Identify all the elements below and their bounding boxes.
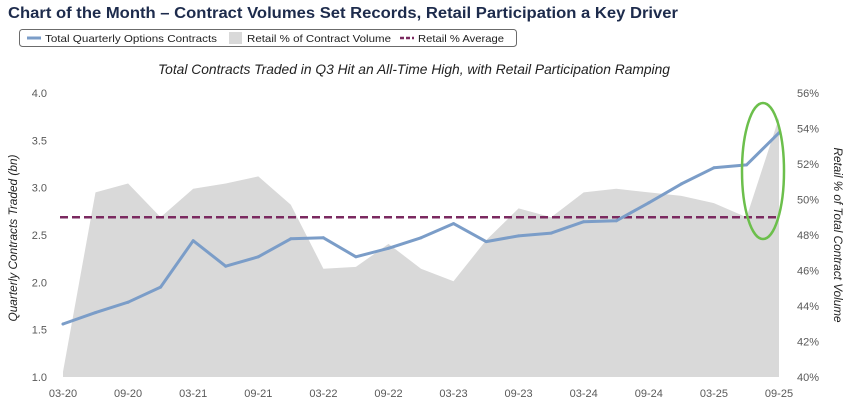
- right-axis-tick-label: 48%: [797, 230, 819, 242]
- right-axis-tick-label: 42%: [797, 337, 819, 349]
- left-axis-title: Quarterly Contracts Traded (bn): [6, 154, 20, 321]
- left-axis-tick-label: 1.5: [32, 325, 47, 337]
- x-axis-tick-label: 03-24: [570, 388, 598, 400]
- legend: Total Quarterly Options Contracts Retail…: [19, 29, 517, 47]
- left-axis-tick-label: 1.0: [32, 372, 47, 384]
- contracts-point: [745, 163, 748, 167]
- highlight-ellipse: [740, 101, 786, 241]
- contracts-point: [224, 264, 228, 268]
- x-axis-tick-label: 09-21: [244, 388, 272, 400]
- contracts-point: [256, 255, 260, 259]
- left-axis-tick-label: 2.5: [32, 230, 47, 242]
- contracts-point: [61, 322, 65, 326]
- x-axis-tick-label: 09-23: [505, 388, 533, 400]
- left-axis-tick-label: 3.5: [32, 135, 47, 147]
- legend-swatch-retail-share: [229, 32, 242, 44]
- legend-label-retail-average: Retail % Average: [418, 33, 504, 45]
- right-axis-tick-label: 46%: [797, 266, 819, 278]
- x-axis-tick-label: 03-20: [49, 388, 77, 400]
- contracts-point: [289, 237, 293, 241]
- contracts-point: [387, 246, 390, 250]
- right-axis-tick-label: 52%: [797, 159, 819, 171]
- x-axis-tick-label: 03-23: [439, 388, 467, 400]
- contracts-point: [321, 236, 325, 240]
- chart-of-the-month-title: Chart of the Month – Contract Volumes Se…: [8, 5, 678, 22]
- line-layer: [61, 131, 781, 326]
- left-axis-tick-label: 4.0: [32, 88, 47, 100]
- contracts-point: [647, 201, 651, 205]
- contracts-point: [159, 285, 163, 289]
- right-axis-title: Retail % of Total Contract Volume: [831, 148, 845, 323]
- right-axis-tick-label: 50%: [797, 195, 819, 207]
- contracts-point: [354, 255, 358, 259]
- contracts-point: [679, 182, 683, 186]
- right-axis-tick-label: 44%: [797, 301, 819, 313]
- right-axis-tick-label: 56%: [797, 88, 819, 100]
- left-axis-tick-label: 2.0: [32, 277, 47, 289]
- contracts-point: [712, 166, 716, 170]
- left-axis-tick-label: 3.0: [32, 183, 47, 195]
- contracts-point: [419, 236, 423, 240]
- tick-layer: 1.0 1.5 2.0 2.5 3.0 3.5 4.0 40% 42% 44% 46% 48% 50% 5…: [32, 88, 820, 400]
- legend-label-contracts: Total Quarterly Options Contracts: [45, 33, 217, 45]
- x-axis-tick-label: 03-21: [179, 388, 207, 400]
- contracts-point: [614, 219, 618, 223]
- x-axis-tick-label: 09-20: [114, 388, 142, 400]
- x-axis-tick-label: 09-24: [635, 388, 663, 400]
- x-axis-tick-label: 03-25: [700, 388, 728, 400]
- chart-subtitle: Total Contracts Traded in Q3 Hit an All-…: [158, 61, 670, 77]
- legend-label-retail-share: Retail % of Contract Volume: [247, 33, 391, 45]
- contracts-point: [484, 240, 488, 244]
- contracts-point: [94, 311, 97, 315]
- x-axis-tick-label: 09-25: [765, 388, 793, 400]
- x-axis-tick-label: 09-22: [374, 388, 402, 400]
- contracts-point: [517, 234, 521, 238]
- legend-box: [19, 29, 517, 47]
- area-layer: [63, 117, 779, 378]
- contracts-point: [582, 220, 586, 224]
- contracts-point: [549, 231, 553, 235]
- right-axis-tick-label: 40%: [797, 372, 819, 384]
- contracts-point: [191, 239, 195, 243]
- right-axis-tick-label: 54%: [797, 124, 819, 136]
- x-axis-tick-label: 03-22: [309, 388, 337, 400]
- retail-share-area: [63, 117, 779, 378]
- contracts-point: [452, 222, 455, 226]
- contracts-point: [126, 300, 130, 304]
